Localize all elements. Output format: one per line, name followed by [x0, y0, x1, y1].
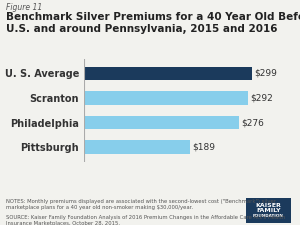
Text: $299: $299	[254, 69, 277, 78]
Bar	[84, 140, 190, 154]
Text: Benchmark Silver Premiums for a 40 Year Old Before Subsidies in the: Benchmark Silver Premiums for a 40 Year …	[6, 12, 300, 22]
Text: NOTES: Monthly premiums displayed are associated with the second-lowest cost ("B: NOTES: Monthly premiums displayed are as…	[6, 199, 276, 210]
Bar	[84, 91, 248, 105]
Text: U.S. and around Pennsylvania, 2015 and 2016: U.S. and around Pennsylvania, 2015 and 2…	[6, 24, 278, 34]
Text: Figure 11: Figure 11	[6, 3, 42, 12]
Bar	[84, 67, 252, 80]
Text: KAISER: KAISER	[256, 203, 281, 208]
Text: FOUNDATION: FOUNDATION	[253, 214, 284, 218]
Bar	[84, 116, 239, 129]
Text: SOURCE: Kaiser Family Foundation Analysis of 2016 Premium Changes in the Afforda: SOURCE: Kaiser Family Foundation Analysi…	[6, 215, 285, 225]
Text: $189: $189	[193, 143, 216, 152]
Text: FAMILY: FAMILY	[256, 208, 281, 213]
Text: $276: $276	[242, 118, 264, 127]
Text: $292: $292	[250, 93, 273, 102]
